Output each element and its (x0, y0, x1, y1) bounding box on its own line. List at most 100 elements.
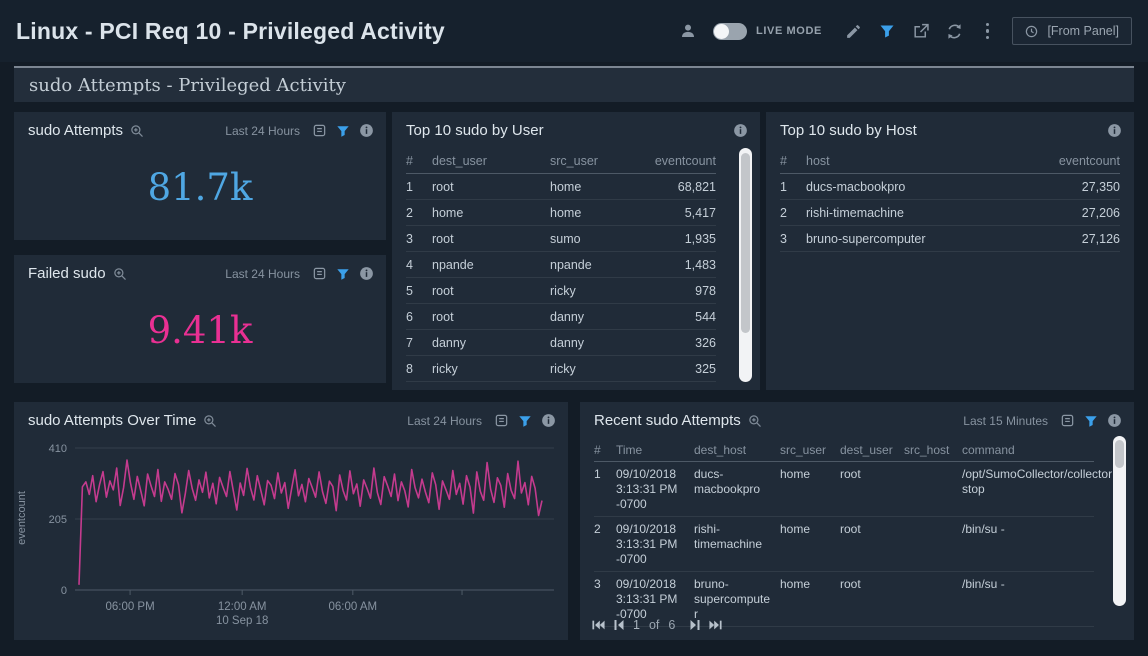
top-host-table: # host eventcount 1 ducs-macbookpro 27,3… (780, 148, 1120, 252)
info-icon[interactable] (733, 123, 748, 138)
funnel-icon[interactable] (336, 267, 350, 281)
funnel-icon[interactable] (518, 414, 532, 428)
scrollbar[interactable] (739, 148, 752, 382)
table-row[interactable]: 4 npande npande 1,483 (406, 252, 716, 278)
last-page-icon[interactable] (709, 619, 722, 631)
timeseries-chart[interactable]: 0 205 410 06:00 PM 12:00 AM 10 Sep 18 06:00 AM (40, 440, 560, 636)
table-row[interactable]: 1 09/10/2018 3:13:31 PM -0700 ducs-macbo… (594, 462, 1112, 517)
live-mode-label: LIVE MODE (756, 25, 822, 37)
svg-text:0: 0 (61, 585, 67, 597)
next-page-icon[interactable] (690, 619, 700, 631)
refresh-icon[interactable] (946, 23, 963, 40)
table-row[interactable]: 1 ducs-macbookpro 27,350 (780, 174, 1120, 200)
dashboard-title: Linux - PCI Req 10 - Privileged Activity (16, 17, 445, 44)
svg-text:410: 410 (49, 443, 67, 455)
col-rank: # (594, 442, 601, 457)
panel-title: Failed sudo (28, 265, 106, 282)
panel-recent-sudo-attempts: Recent sudo Attempts Last 15 Minutes # (580, 402, 1134, 640)
table-row[interactable]: 2 09/10/2018 3:13:31 PM -0700 rishi-time… (594, 517, 1094, 572)
time-range-selector[interactable]: [From Panel] (1012, 17, 1132, 45)
copy-icon[interactable] (312, 123, 327, 138)
panel-title: Top 10 sudo by Host (780, 122, 917, 139)
pencil-icon[interactable] (845, 23, 862, 40)
table-body: 1 ducs-macbookpro 27,350 2 rishi-timemac… (780, 174, 1120, 252)
table-header-row: # Time dest_host src_user dest_user src_… (594, 438, 1094, 462)
table-row[interactable]: 8 ricky ricky 325 (406, 356, 716, 382)
table-row[interactable]: 2 home home 5,417 (406, 200, 716, 226)
info-icon[interactable] (359, 123, 374, 138)
y-axis-label: eventcount (16, 491, 28, 545)
copy-icon[interactable] (1060, 413, 1075, 428)
panel-sudo-attempts: sudo Attempts Last 24 Hours 81.7k (14, 112, 386, 240)
table-row[interactable]: 3 bruno-supercomputer 27,126 (780, 226, 1120, 252)
page-of-label: of (648, 618, 660, 632)
scrollbar[interactable] (1113, 436, 1126, 606)
info-icon[interactable] (541, 413, 556, 428)
table-row[interactable]: 5 root ricky 978 (406, 278, 716, 304)
col-src-user: src_user (550, 153, 598, 168)
prev-page-icon[interactable] (614, 619, 624, 631)
panel-sudo-attempts-over-time: sudo Attempts Over Time Last 24 Hours ev… (14, 402, 568, 640)
zoom-in-icon[interactable] (130, 124, 144, 138)
svg-text:205: 205 (49, 514, 67, 526)
col-eventcount: eventcount (1058, 153, 1120, 168)
funnel-icon[interactable] (879, 23, 895, 39)
metric-value: 81.7k (147, 166, 253, 209)
total-pages: 6 (668, 618, 676, 632)
zoom-in-icon[interactable] (748, 414, 762, 428)
panel-title: Recent sudo Attempts (594, 412, 741, 429)
col-dest-user: dest_user (840, 442, 893, 457)
panel-top-sudo-by-user: Top 10 sudo by User # dest_user src_user… (392, 112, 760, 390)
header-actions: LIVE MODE [From Panel] (680, 17, 1132, 45)
table-row[interactable]: 2 rishi-timemachine 27,206 (780, 200, 1120, 226)
export-icon[interactable] (912, 23, 929, 40)
col-src-host: src_host (904, 442, 950, 457)
copy-icon[interactable] (494, 413, 509, 428)
zoom-in-icon[interactable] (203, 414, 217, 428)
col-rank: # (780, 153, 787, 168)
table-row[interactable]: 3 09/10/2018 3:13:31 PM -0700 bruno-supe… (594, 572, 1094, 627)
table-row[interactable]: 7 danny danny 326 (406, 330, 716, 356)
panel-time-range: Last 24 Hours (225, 266, 300, 281)
panel-title: sudo Attempts (28, 122, 124, 139)
col-dest-host: dest_host (694, 442, 747, 457)
svg-text:06:00 AM: 06:00 AM (329, 601, 378, 613)
svg-text:12:00 AM: 12:00 AM (218, 601, 267, 613)
table-header-row: # dest_user src_user eventcount (406, 148, 716, 174)
panel-time-range: Last 24 Hours (225, 123, 300, 138)
col-src-user: src_user (780, 442, 827, 457)
info-icon[interactable] (1107, 123, 1122, 138)
current-page[interactable]: 1 (633, 618, 640, 632)
table-row[interactable]: 3 root sumo 1,935 (406, 226, 716, 252)
metric-value: 9.41k (147, 309, 253, 352)
info-icon[interactable] (359, 266, 374, 281)
col-time: Time (616, 442, 643, 457)
clock-icon (1025, 25, 1038, 38)
recent-sudo-table: # Time dest_host src_user dest_user src_… (594, 438, 1112, 627)
dashboard-header: Linux - PCI Req 10 - Privileged Activity… (0, 0, 1148, 62)
table-row[interactable]: 1 root home 68,821 (406, 174, 716, 200)
table-header-row: # host eventcount (780, 148, 1120, 174)
scrollbar-thumb[interactable] (741, 153, 750, 333)
top-user-table: # dest_user src_user eventcount 1 root h… (406, 148, 716, 382)
table-body: 1 root home 68,821 2 home home 5,417 3 (406, 174, 716, 382)
dashboard-subtitle: sudo Attempts - Privileged Activity (29, 74, 346, 96)
funnel-icon[interactable] (336, 124, 350, 138)
first-page-icon[interactable] (592, 619, 605, 631)
info-icon[interactable] (1107, 413, 1122, 428)
svg-text:10 Sep 18: 10 Sep 18 (216, 615, 268, 627)
funnel-icon[interactable] (1084, 414, 1098, 428)
person-icon[interactable] (680, 23, 696, 39)
copy-icon[interactable] (312, 266, 327, 281)
table-row[interactable]: 6 root danny 544 (406, 304, 716, 330)
panel-failed-sudo: Failed sudo Last 24 Hours 9.41k (14, 255, 386, 383)
panel-title: Top 10 sudo by User (406, 122, 544, 139)
table-body: 1 09/10/2018 3:13:31 PM -0700 ducs-macbo… (594, 462, 1112, 627)
col-eventcount: eventcount (654, 153, 716, 168)
zoom-in-icon[interactable] (113, 267, 127, 281)
kebab-menu-icon[interactable] (980, 21, 996, 42)
scrollbar-thumb[interactable] (1115, 440, 1124, 468)
svg-text:06:00 PM: 06:00 PM (105, 601, 154, 613)
time-range-value: [From Panel] (1047, 24, 1119, 38)
live-mode-toggle[interactable] (713, 22, 748, 40)
